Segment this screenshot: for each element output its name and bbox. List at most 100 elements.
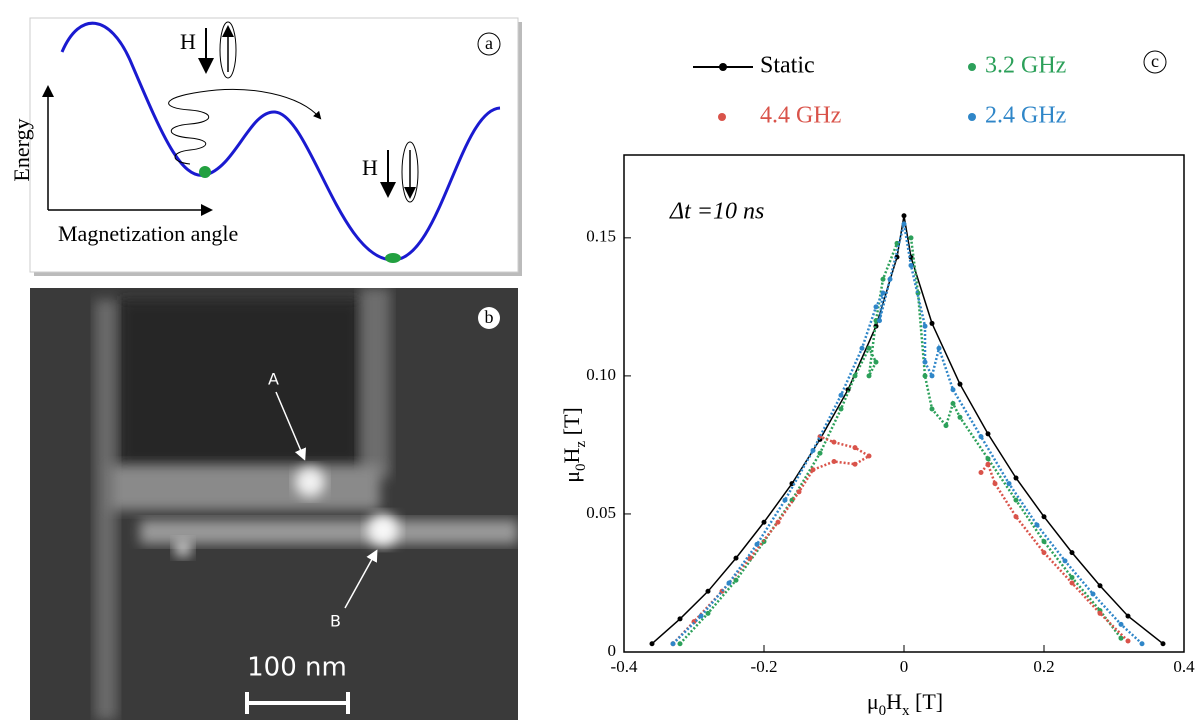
x-tick-label: 0.2 bbox=[1033, 657, 1054, 676]
legend-label: 3.2 GHz bbox=[985, 53, 1066, 79]
data-point bbox=[726, 580, 732, 586]
data-point bbox=[1118, 621, 1124, 627]
data-point bbox=[985, 456, 991, 462]
data-point bbox=[1013, 514, 1019, 520]
data-point bbox=[887, 276, 893, 282]
panel-a: Energy Magnetization angle H H a bbox=[9, 17, 522, 276]
data-point bbox=[852, 373, 858, 379]
data-point bbox=[838, 392, 844, 398]
y-tick-label: 0.15 bbox=[586, 227, 616, 246]
sem-region bbox=[95, 300, 117, 720]
data-point bbox=[1097, 610, 1103, 616]
sem-wire bbox=[110, 465, 380, 510]
data-point bbox=[985, 461, 991, 467]
data-point bbox=[1041, 539, 1047, 545]
data-point bbox=[796, 489, 802, 495]
sem-region bbox=[120, 300, 360, 465]
data-point bbox=[1125, 638, 1131, 644]
data-point bbox=[831, 458, 837, 464]
data-point bbox=[936, 345, 942, 351]
axis-label-part: [T] bbox=[559, 407, 584, 441]
data-point bbox=[761, 519, 767, 525]
series-line bbox=[651, 215, 1164, 645]
axis-label: μ0Hx [T] bbox=[867, 689, 943, 719]
data-point bbox=[1090, 591, 1096, 597]
data-point bbox=[957, 414, 963, 420]
data-point bbox=[873, 304, 879, 310]
data-point bbox=[754, 541, 760, 547]
data-point bbox=[866, 345, 872, 351]
moment-ellipse bbox=[401, 141, 419, 203]
data-point bbox=[831, 439, 837, 445]
axis-label-part: 0 bbox=[879, 703, 887, 719]
data-point bbox=[1069, 550, 1075, 556]
data-point bbox=[782, 497, 788, 503]
panel-label: c bbox=[1151, 51, 1159, 71]
data-point bbox=[901, 213, 907, 219]
data-point bbox=[873, 359, 879, 365]
axis-label: μ0Hz [T] bbox=[559, 407, 589, 482]
axis-label-part: z bbox=[573, 441, 589, 448]
data-point bbox=[950, 387, 956, 393]
axis-label-part: μ bbox=[867, 689, 879, 714]
axis-label-part: μ bbox=[559, 471, 584, 483]
sem-blob bbox=[367, 514, 399, 546]
data-point bbox=[677, 616, 683, 622]
data-point bbox=[1097, 583, 1103, 589]
data-point bbox=[1160, 641, 1166, 647]
y-tick-label: 0 bbox=[608, 641, 617, 660]
marker-arrow bbox=[344, 549, 378, 609]
data-point bbox=[880, 276, 886, 282]
data-point bbox=[1013, 497, 1019, 503]
legend-marker bbox=[718, 113, 726, 121]
legend-marker bbox=[719, 63, 727, 71]
panel-label-circle bbox=[1143, 50, 1167, 74]
data-point bbox=[775, 519, 781, 525]
moment-ellipse bbox=[219, 21, 237, 79]
data-point bbox=[859, 345, 865, 351]
legend-marker bbox=[968, 63, 976, 71]
marker-label: B bbox=[330, 612, 341, 631]
y-tick-label: 0.10 bbox=[586, 365, 616, 384]
data-point bbox=[852, 445, 858, 451]
axis-label-part: H bbox=[559, 447, 584, 463]
data-point bbox=[908, 235, 914, 241]
data-point bbox=[705, 610, 711, 616]
data-point bbox=[866, 373, 872, 379]
x-tick-label: -0.4 bbox=[611, 657, 638, 676]
field-label: H bbox=[362, 155, 378, 180]
scale-label: 100 nm bbox=[247, 653, 347, 683]
data-point bbox=[1139, 641, 1145, 647]
axis-label: Magnetization angle bbox=[58, 221, 238, 246]
axis-label-part: x bbox=[902, 703, 910, 719]
scale-bar bbox=[245, 692, 350, 714]
annotation: Δt =10 ns bbox=[669, 199, 764, 225]
data-point bbox=[978, 470, 984, 476]
axis-label-part: H bbox=[886, 689, 902, 714]
panel-label: a bbox=[485, 33, 493, 53]
state-dot bbox=[385, 253, 401, 263]
x-tick-label: 0.4 bbox=[1173, 657, 1195, 676]
data-point bbox=[747, 555, 753, 561]
axis-label-part: 0 bbox=[573, 463, 589, 471]
marker-arrow bbox=[275, 391, 307, 461]
data-point bbox=[817, 450, 823, 456]
x-tick-label: 0 bbox=[900, 657, 909, 676]
panel-label: b bbox=[485, 307, 494, 327]
state-dot bbox=[199, 166, 211, 178]
data-point bbox=[929, 406, 935, 412]
data-point bbox=[1069, 574, 1075, 580]
precession-arrow bbox=[168, 88, 322, 165]
data-point bbox=[922, 323, 928, 329]
data-point bbox=[873, 318, 879, 324]
sem-region bbox=[360, 288, 390, 478]
data-point bbox=[1069, 580, 1075, 586]
data-point bbox=[733, 577, 739, 583]
legend-marker bbox=[968, 113, 976, 121]
panel-label-circle bbox=[477, 32, 501, 56]
legend-label: 2.4 GHz bbox=[985, 103, 1066, 129]
data-point bbox=[992, 481, 998, 487]
x-tick-label: -0.2 bbox=[751, 657, 778, 676]
legend-label: Static bbox=[760, 53, 815, 79]
